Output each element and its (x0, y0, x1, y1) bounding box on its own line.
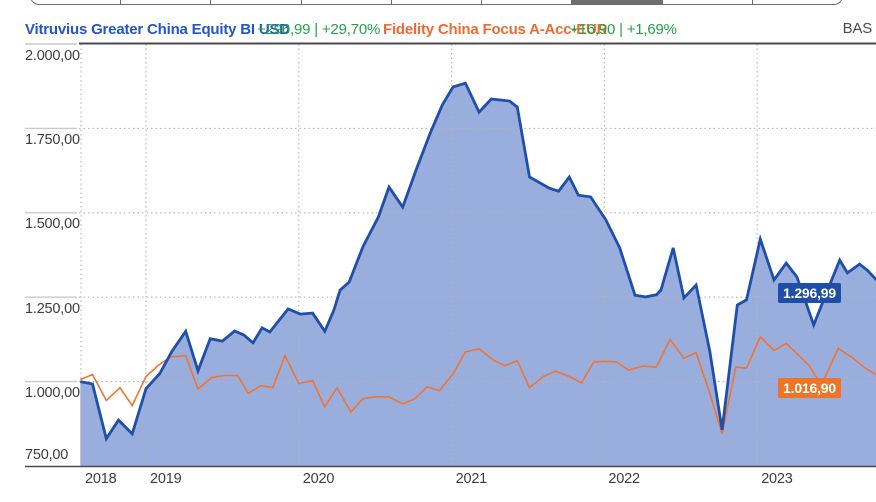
period-tab-8[interactable] (663, 0, 753, 4)
series2-last-value-badge: 1.016,90 (778, 378, 841, 398)
chart-legend: Vitruvius Greater China Equity BI USD +2… (0, 20, 876, 40)
legend-series2-name[interactable]: Fidelity China Focus A-Acc-EUR (383, 21, 608, 38)
legend-series2-change: +16,90 | +1,69% (570, 21, 677, 38)
period-tab-1[interactable] (31, 0, 122, 4)
series1-line (80, 81, 876, 443)
legend-series1-change: +296,99 | +29,70% (257, 21, 381, 38)
legend-series1-name[interactable]: Vitruvius Greater China Equity BI USD (25, 21, 290, 38)
x-axis-label-2021: 2021 (455, 471, 488, 487)
y-axis-label-1500: 1.500,00 (25, 216, 80, 233)
x-axis-label-2020: 2020 (302, 471, 335, 487)
period-tab-7[interactable] (572, 0, 663, 4)
y-axis-label-2000: 2.000,00 (25, 47, 80, 64)
period-tab-2[interactable] (121, 0, 212, 4)
x-axis-label-2023: 2023 (761, 471, 793, 487)
period-tab-5[interactable] (392, 0, 483, 4)
x-axis-label-2019: 2019 (150, 471, 182, 487)
period-tab-6[interactable] (482, 0, 573, 4)
series1-last-value-badge: 1.296,99 (778, 283, 841, 303)
y-axis-label-1250: 1.250,00 (25, 300, 80, 317)
legend-right-label: BAS (842, 20, 873, 37)
period-tab-4[interactable] (302, 0, 392, 4)
series1-area-fill (80, 83, 876, 466)
y-axis-label-750: 750,00 (25, 447, 69, 463)
x-axis-label-2018: 2018 (85, 471, 117, 487)
period-tab-3[interactable] (211, 0, 302, 4)
x-axis-label-2022: 2022 (608, 471, 640, 487)
series2-line (79, 335, 876, 435)
y-axis-label-1000: 1.000,00 (25, 385, 80, 402)
y-axis-label-1750: 1.750,00 (25, 131, 80, 148)
